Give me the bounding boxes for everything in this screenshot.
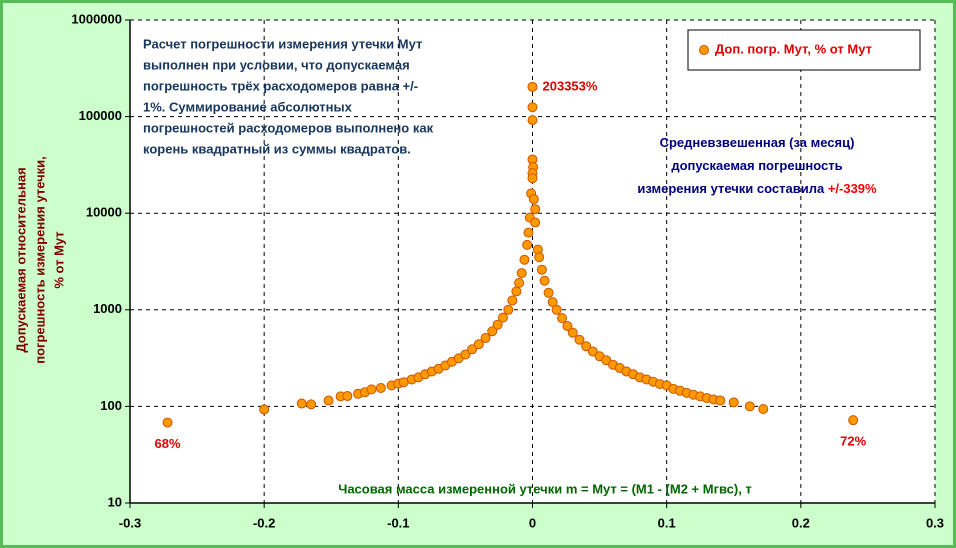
point (492, 319, 503, 330)
x-tick-label: 0.2 (792, 515, 810, 530)
x-axis-label: Часовая масса измеренной утечки m = Мут … (338, 481, 752, 496)
point (527, 173, 538, 184)
point (715, 395, 726, 406)
point (744, 401, 755, 412)
point (574, 334, 585, 345)
point (728, 397, 739, 408)
point (528, 194, 539, 205)
point (547, 297, 558, 308)
summary-line: допускаемая погрешность (671, 158, 842, 173)
point (503, 304, 514, 315)
y-tick-label: 1000000 (71, 11, 122, 26)
note-line: погрешностей расходомеров выполнено как (143, 120, 434, 135)
point (581, 341, 592, 352)
data-label: 72% (840, 434, 866, 449)
point (473, 339, 484, 350)
point (487, 326, 498, 337)
point (562, 320, 573, 331)
summary-text: Средневзвешенная (за месяц) (660, 135, 855, 150)
point (758, 403, 769, 414)
legend-marker (699, 45, 709, 55)
x-tick-label: 0 (529, 515, 536, 530)
point (539, 275, 550, 286)
note-line: погрешность трёх расходомеров равна +/- (143, 78, 418, 93)
x-tick-label: -0.2 (253, 515, 275, 530)
y-tick-label: 100 (100, 398, 122, 413)
point (527, 81, 538, 92)
x-tick-label: -0.1 (387, 515, 409, 530)
point (507, 295, 518, 306)
point (543, 287, 554, 298)
point (534, 252, 545, 263)
note-line: корень квадратный из суммы квадратов. (143, 141, 411, 156)
point (551, 304, 562, 315)
point (522, 239, 533, 250)
summary-text: допускаемая погрешность (671, 158, 842, 173)
point (480, 333, 491, 344)
note-line: 1%. Суммирование абсолютных (143, 99, 353, 114)
legend-box (687, 29, 921, 71)
point (342, 391, 353, 402)
point (530, 204, 541, 215)
point (296, 398, 307, 409)
y-tick-label: 1000 (93, 301, 122, 316)
data-label: 68% (155, 436, 181, 451)
summary-line: Средневзвешенная (за месяц) (660, 135, 855, 150)
x-tick-label: 0.3 (926, 515, 944, 530)
note-line: выполнен при условии, что допускаемая (143, 57, 410, 72)
point (523, 227, 534, 238)
data-label: 203353% (543, 78, 598, 93)
point (519, 254, 530, 265)
point (467, 344, 478, 355)
y-tick-label: 10000 (86, 205, 122, 220)
summary-line: измерения утечки составила +/-339% (637, 181, 877, 196)
point (259, 404, 270, 415)
point (527, 102, 538, 113)
point (323, 395, 334, 406)
point (497, 312, 508, 323)
y-axis-label: Допускаемая относительная (13, 167, 28, 352)
y-axis-label: погрешность измерения утечки, (32, 156, 47, 364)
point (587, 346, 598, 357)
y-tick-label: 100000 (79, 108, 122, 123)
point (530, 217, 541, 228)
legend-label: Доп. погр. Мут, % от Мут (715, 41, 872, 56)
point (460, 349, 471, 360)
point (536, 264, 547, 275)
point (516, 268, 527, 279)
point (306, 399, 317, 410)
point (366, 384, 377, 395)
point (514, 277, 525, 288)
point (527, 115, 538, 126)
point (511, 286, 522, 297)
y-tick-label: 10 (108, 494, 122, 509)
y-axis-label: % от Мут (51, 231, 66, 288)
point (162, 417, 173, 428)
summary-text: измерения утечки составила (637, 181, 827, 196)
point (848, 415, 859, 426)
point (375, 383, 386, 394)
summary-value: +/-339% (828, 181, 877, 196)
point (567, 327, 578, 338)
note-line: Расчет погрешности измерения утечки Мут (143, 36, 422, 51)
point (557, 313, 568, 324)
x-tick-label: -0.3 (119, 515, 141, 530)
x-tick-label: 0.1 (658, 515, 676, 530)
